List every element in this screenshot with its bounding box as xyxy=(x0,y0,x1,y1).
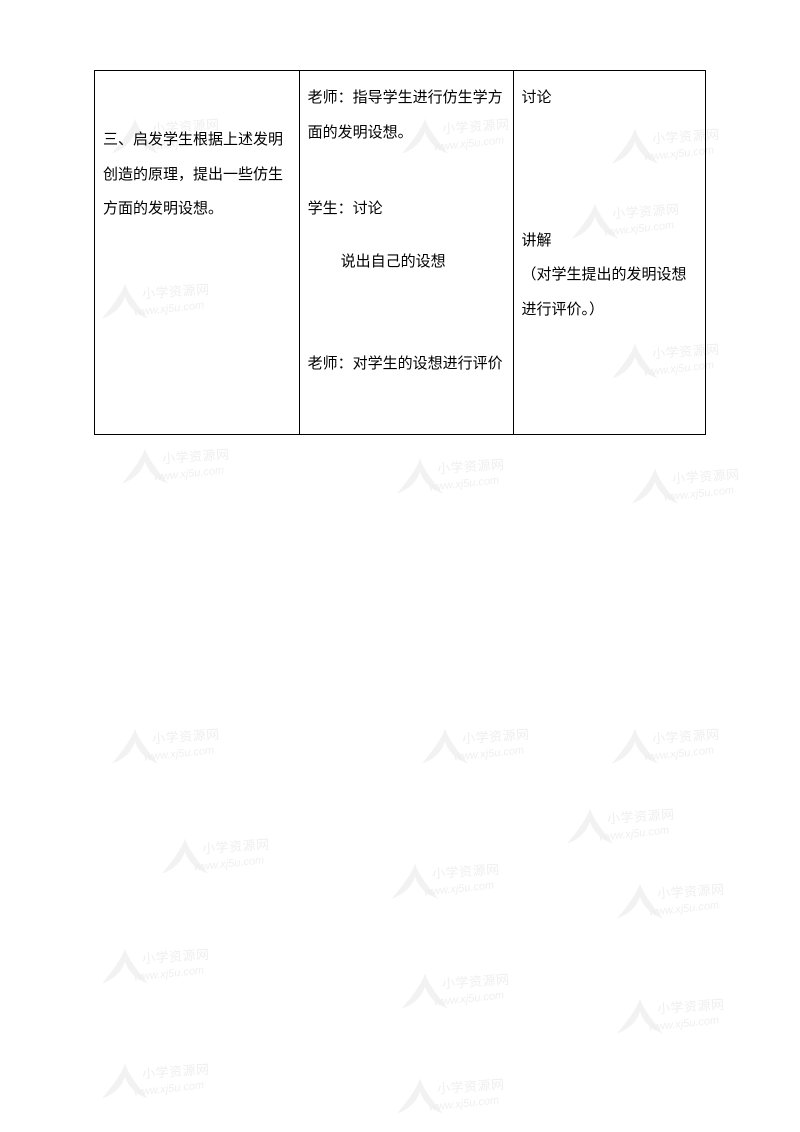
cell-col2: 老师：指导学生进行仿生学方面的发明设想。 学生：讨论 说出自己的设想 老师：对学… xyxy=(299,71,513,435)
watermark-icon: 小学资源网www.xj5u.com xyxy=(610,720,740,780)
col2-p2: 学生：讨论 xyxy=(308,192,505,227)
watermark-icon: 小学资源网www.xj5u.com xyxy=(395,1070,525,1130)
watermark-icon: 小学资源网www.xj5u.com xyxy=(120,440,250,500)
col2-p3: 说出自己的设想 xyxy=(308,245,505,280)
col2-p4: 老师：对学生的设想进行评价 xyxy=(308,347,505,382)
cell-col3: 讨论 讲解 （对学生提出的发明设想进行评价。） xyxy=(513,71,705,435)
col2-p1: 老师：指导学生进行仿生学方面的发明设想。 xyxy=(308,81,505,150)
watermark-icon: 小学资源网www.xj5u.com xyxy=(100,940,230,1000)
watermark-icon: 小学资源网www.xj5u.com xyxy=(395,450,525,510)
watermark-icon: 小学资源网www.xj5u.com xyxy=(110,720,240,780)
col1-text: 三、启发学生根据上述发明创造的原理，提出一些仿生方面的发明设想。 xyxy=(103,123,291,227)
watermark-icon: 小学资源网www.xj5u.com xyxy=(160,830,290,890)
col3-p2: 讲解 xyxy=(522,224,697,259)
watermark-icon: 小学资源网www.xj5u.com xyxy=(420,720,550,780)
col3-p1: 讨论 xyxy=(522,81,697,116)
col3-p3: （对学生提出的发明设想进行评价。） xyxy=(522,258,697,327)
watermark-icon: 小学资源网www.xj5u.com xyxy=(630,460,760,520)
lesson-table: 三、启发学生根据上述发明创造的原理，提出一些仿生方面的发明设想。 老师：指导学生… xyxy=(94,70,706,435)
watermark-icon: 小学资源网www.xj5u.com xyxy=(400,965,530,1025)
table-row: 三、启发学生根据上述发明创造的原理，提出一些仿生方面的发明设想。 老师：指导学生… xyxy=(95,71,706,435)
watermark-icon: 小学资源网www.xj5u.com xyxy=(615,875,745,935)
page-container: 三、启发学生根据上述发明创造的原理，提出一些仿生方面的发明设想。 老师：指导学生… xyxy=(0,0,800,435)
watermark-icon: 小学资源网www.xj5u.com xyxy=(390,855,520,915)
cell-col1: 三、启发学生根据上述发明创造的原理，提出一些仿生方面的发明设想。 xyxy=(95,71,300,435)
watermark-icon: 小学资源网www.xj5u.com xyxy=(615,990,745,1050)
watermark-icon: 小学资源网www.xj5u.com xyxy=(565,800,695,860)
watermark-icon: 小学资源网www.xj5u.com xyxy=(100,1055,230,1115)
